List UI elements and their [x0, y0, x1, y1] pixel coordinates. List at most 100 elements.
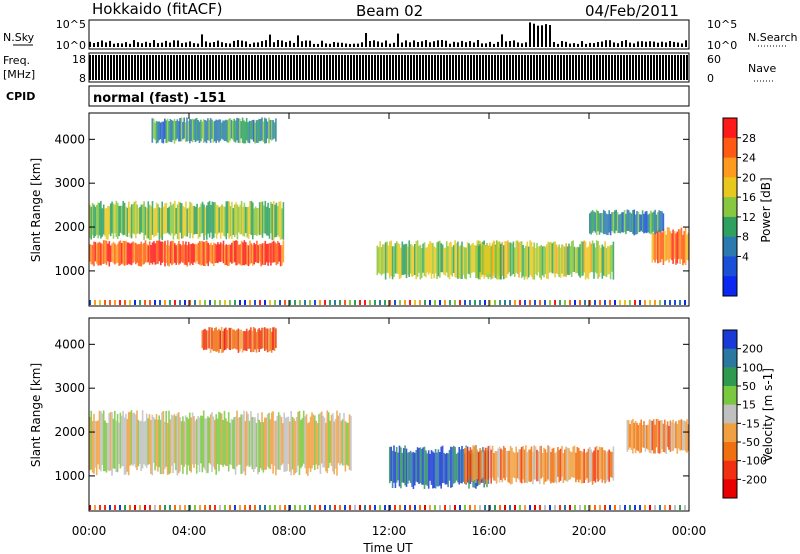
echo-streak	[279, 415, 281, 471]
echo-streak	[609, 214, 612, 236]
freq-sweep	[164, 55, 166, 80]
colorbar-tick-label: 15	[742, 399, 756, 412]
ground-scatter	[474, 300, 476, 305]
echo-streak	[518, 449, 520, 480]
ground-scatter	[519, 300, 521, 305]
echo-streak	[214, 328, 216, 351]
echo-streak	[267, 243, 269, 266]
freq-sweep	[284, 55, 286, 80]
freq-sweep	[554, 55, 556, 80]
echo-streak	[569, 246, 572, 275]
echo-streak	[602, 246, 605, 276]
ground-scatter	[534, 505, 536, 510]
echo-streak	[562, 453, 565, 483]
noise-bar	[153, 40, 155, 47]
echo-streak	[166, 118, 169, 143]
echo-streak	[491, 244, 494, 279]
echo-streak	[593, 450, 595, 481]
ground-scatter	[149, 300, 151, 305]
echo-streak	[509, 242, 512, 277]
noise-bar	[473, 42, 475, 47]
echo-streak	[90, 244, 92, 265]
echo-streak	[532, 246, 534, 280]
echo-streak	[512, 451, 515, 478]
colorbar-segment	[723, 118, 737, 139]
echo-streak	[214, 419, 216, 470]
echo-streak	[570, 241, 573, 277]
echo-streak	[411, 452, 413, 487]
echo-streak	[682, 234, 684, 266]
freq-sweep	[326, 55, 328, 80]
echo-streak	[595, 446, 598, 479]
echo-streak	[176, 204, 179, 239]
echo-streak	[165, 120, 167, 143]
echo-streak	[178, 240, 180, 265]
echo-streak	[222, 120, 224, 140]
echo-streak	[247, 331, 249, 350]
noise-bar	[377, 41, 379, 47]
echo-streak	[643, 421, 645, 448]
echo-streak	[318, 414, 320, 466]
echo-streak	[516, 240, 519, 274]
echo-streak	[432, 243, 434, 274]
echo-streak	[252, 327, 255, 352]
echo-streak	[234, 416, 237, 475]
noise-bar	[485, 43, 487, 47]
echo-streak	[144, 240, 147, 263]
echo-streak	[114, 243, 116, 265]
ground-scatter	[309, 505, 311, 510]
echo-streak	[260, 244, 262, 267]
echo-streak	[198, 121, 201, 143]
echo-streak	[647, 214, 649, 233]
echo-streak	[432, 451, 434, 489]
ground-scatter	[579, 300, 581, 305]
echo-streak	[201, 330, 204, 349]
echo-streak	[251, 416, 254, 470]
noise-bar	[441, 40, 443, 47]
echo-streak	[607, 214, 609, 236]
echo-streak	[507, 450, 509, 482]
echo-streak	[320, 411, 323, 464]
echo-streak	[272, 327, 274, 350]
ground-scatter	[474, 505, 476, 510]
echo-streak	[325, 422, 327, 472]
freq-sweep	[89, 55, 91, 80]
echo-streak	[543, 447, 545, 485]
ground-scatter	[634, 300, 636, 305]
echo-streak	[391, 246, 394, 280]
echo-streak	[102, 240, 105, 264]
echo-streak	[377, 247, 380, 273]
ground-scatter	[94, 300, 96, 305]
echo-streak	[568, 448, 570, 480]
echo-streak	[180, 245, 183, 262]
freq-sweep	[515, 55, 517, 80]
freq-sweep	[200, 55, 202, 80]
echo-streak	[209, 118, 212, 143]
noise-bar	[549, 25, 551, 47]
echo-streak	[575, 452, 577, 483]
colorbar-tick-label: -15	[742, 417, 760, 430]
echo-streak	[137, 244, 140, 266]
echo-streak	[250, 243, 253, 264]
ground-scatter	[119, 300, 121, 305]
freq-sweep	[665, 55, 667, 80]
echo-streak	[398, 445, 401, 487]
colorbar-segment	[723, 386, 737, 406]
echo-streak	[507, 240, 509, 275]
echo-streak	[162, 206, 165, 235]
echo-streak	[558, 244, 560, 277]
echo-streak	[257, 245, 260, 264]
echo-streak	[300, 420, 302, 469]
echo-streak	[416, 447, 419, 483]
freq-sweep	[458, 55, 460, 80]
freq-sweep	[659, 55, 661, 80]
echo-streak	[495, 240, 498, 276]
echo-streak	[541, 246, 544, 276]
echo-streak	[189, 119, 191, 144]
echo-streak	[657, 212, 659, 232]
echo-streak	[275, 243, 278, 266]
echo-streak	[591, 210, 594, 233]
echo-streak	[235, 202, 237, 235]
echo-streak	[161, 201, 163, 241]
noise-bar	[533, 23, 535, 47]
